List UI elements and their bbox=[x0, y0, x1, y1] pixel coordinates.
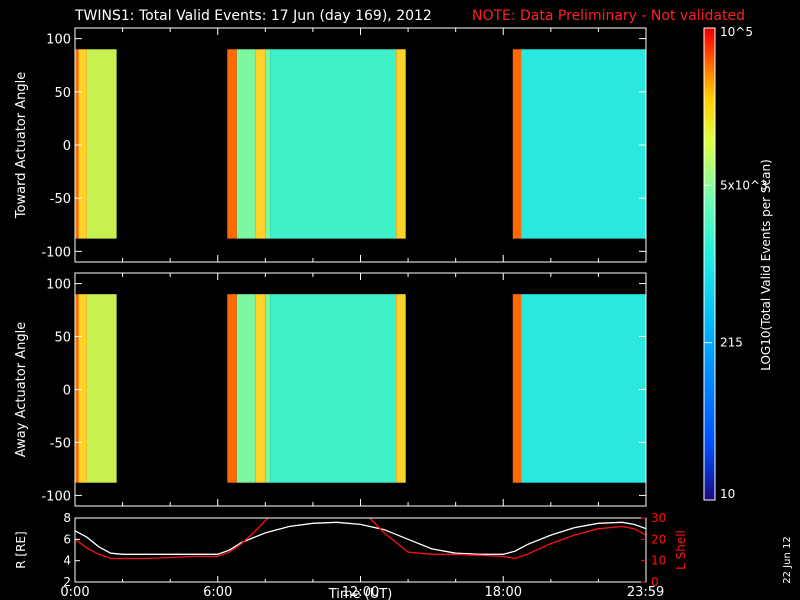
y-tick-label: 50 bbox=[54, 331, 71, 346]
left-tick-label: 4 bbox=[63, 554, 71, 568]
x-tick-label: 6:00 bbox=[203, 585, 232, 600]
away-heatmap-panel: 100 50 0 -50 -100 Away Actuator Angle bbox=[14, 272, 647, 507]
colorbar-tick-label: 10^5 bbox=[720, 25, 753, 39]
left-tick-label: 8 bbox=[63, 511, 71, 525]
right-tick-label: 30 bbox=[651, 511, 666, 525]
l-shell-axis-label: L Shell bbox=[674, 530, 688, 570]
x-tick-label: 12:00 bbox=[342, 585, 379, 600]
heatmap-band bbox=[227, 294, 237, 483]
toward-heatmap-panel: 100 50 0 -50 -100 Toward Actuator Angle bbox=[14, 27, 647, 263]
orbit-frame bbox=[74, 517, 647, 583]
right-tick-label: 0 bbox=[651, 575, 659, 589]
y-tick-label: 100 bbox=[46, 33, 71, 48]
right-tick-label: 20 bbox=[651, 532, 666, 546]
heatmap-band bbox=[78, 294, 87, 483]
r-axis-label: R [RE] bbox=[14, 531, 28, 568]
heatmap-band bbox=[512, 49, 522, 239]
colorbar-tick-label: 5x10^3 bbox=[720, 178, 768, 192]
heatmap-band bbox=[75, 294, 79, 483]
colorbar-tick-label: 215 bbox=[720, 336, 743, 350]
heatmap-band bbox=[78, 49, 87, 239]
heatmap-band bbox=[236, 49, 256, 239]
heatmap-band bbox=[521, 49, 646, 239]
x-tick-label: 23:59 bbox=[627, 585, 664, 600]
heatmap-band bbox=[396, 294, 406, 483]
colorbar: 10 215 5x10^3 10^5 LOG10(Total Valid Events… bbox=[703, 25, 773, 501]
right-tick-label: 10 bbox=[651, 554, 666, 568]
r-series-line bbox=[75, 521, 646, 555]
preliminary-note: NOTE: Data Preliminary - Not validated bbox=[472, 8, 745, 24]
y-axis-label: Away Actuator Angle bbox=[14, 322, 29, 457]
heatmap-band bbox=[86, 294, 117, 483]
heatmap-band bbox=[521, 294, 646, 483]
heatmap-band bbox=[265, 294, 271, 483]
orbit-line-panel: 8 6 4 2 30 20 10 0 0:00 6:00 12:00 18:00 23:59 Time (… bbox=[14, 511, 688, 600]
heatmap-band bbox=[86, 49, 117, 239]
heatmap-band bbox=[227, 49, 237, 239]
left-tick-label: 2 bbox=[63, 575, 71, 589]
y-tick-label: 0 bbox=[63, 139, 71, 154]
x-tick-label: 0:00 bbox=[60, 585, 89, 600]
left-tick-label: 6 bbox=[63, 532, 71, 546]
heatmap-band bbox=[396, 49, 406, 239]
x-tick-label: 18:00 bbox=[485, 585, 522, 600]
heatmap-band bbox=[75, 49, 79, 239]
y-tick-label: -100 bbox=[41, 489, 71, 504]
plot-title: TWINS1: Total Valid Events: 17 Jun (day … bbox=[74, 8, 432, 24]
x-axis-label: Time (UT) bbox=[328, 587, 393, 600]
heatmap-band bbox=[270, 294, 397, 483]
y-axis-label: Toward Actuator Angle bbox=[14, 72, 29, 219]
heatmap-band bbox=[265, 49, 271, 239]
y-tick-label: -50 bbox=[50, 192, 71, 207]
heatmap-band bbox=[255, 294, 266, 483]
colorbar-tick-label: 10 bbox=[720, 487, 735, 501]
heatmap-band bbox=[512, 294, 522, 483]
y-tick-label: 50 bbox=[54, 86, 71, 101]
heatmap-band bbox=[236, 294, 256, 483]
orbit-lines bbox=[75, 518, 646, 560]
colorbar-label: LOG10(Total Valid Events per Scan) bbox=[759, 159, 773, 371]
heatmap-band bbox=[255, 49, 266, 239]
date-stamp: 22 Jun 12 bbox=[782, 536, 793, 583]
heatmap-band bbox=[270, 49, 397, 239]
l-shell-series-line bbox=[75, 518, 646, 560]
colorbar-gradient bbox=[703, 27, 716, 501]
y-tick-label: 100 bbox=[46, 278, 71, 293]
y-tick-label: 0 bbox=[63, 384, 71, 399]
y-tick-label: -50 bbox=[50, 436, 71, 451]
y-tick-label: -100 bbox=[41, 245, 71, 260]
